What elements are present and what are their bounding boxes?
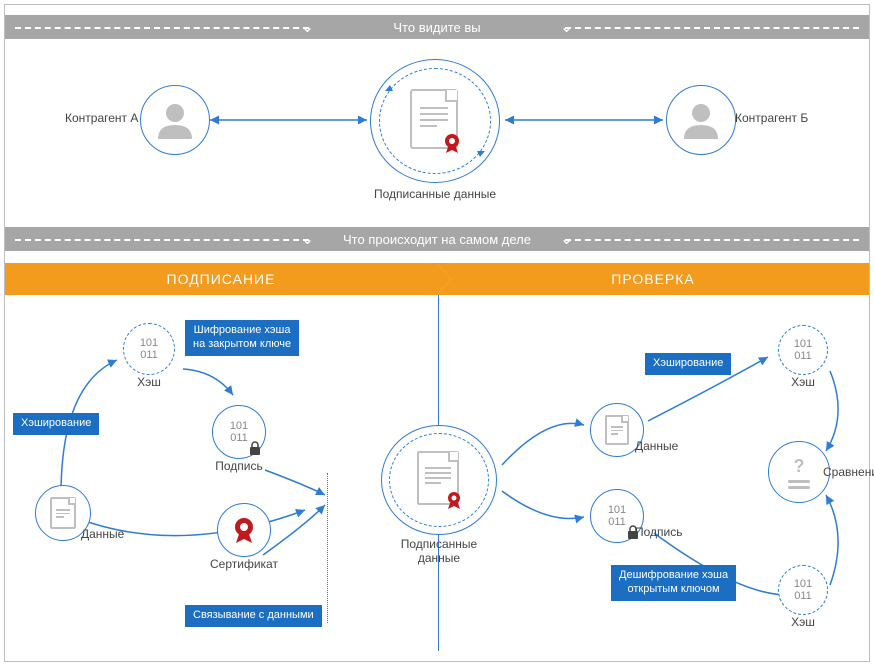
- tag-bind: Связывание с данными: [185, 605, 322, 627]
- bits-icon: 101 011: [778, 325, 828, 375]
- verify-signature: 101 011 Подпись: [585, 489, 649, 543]
- tag-encrypt: Шифрование хэша на закрытом ключе: [185, 320, 299, 356]
- verify-compare-label: Сравнение: [823, 465, 874, 479]
- document-icon: [410, 89, 458, 149]
- signing-data: Данные: [31, 485, 95, 541]
- verify-hash-bot-label: Хэш: [775, 615, 831, 629]
- verify-hash-top: 101 011 Хэш: [775, 325, 831, 389]
- section-header-title: Что происходит на самом деле: [343, 232, 531, 247]
- process-tabs: ПОДПИСАНИЕ ПРОВЕРКА: [5, 263, 869, 295]
- verify-hash-bot: 101 011 Хэш: [775, 565, 831, 629]
- chevron-down-icon: ⌄: [301, 17, 314, 37]
- verify-data: Данные: [585, 403, 649, 457]
- compare-icon: ?: [768, 441, 830, 503]
- bits-icon: 101 011: [123, 323, 175, 375]
- counterparty-a-label: Контрагент А: [65, 111, 138, 125]
- locked-bits-icon: 101 011: [212, 405, 266, 459]
- signing-cert-label: Сертификат: [209, 557, 279, 571]
- tab-signing-label: ПОДПИСАНИЕ: [167, 271, 276, 287]
- tab-verify: ПРОВЕРКА: [437, 263, 869, 295]
- tag-verify-hashing: Хэширование: [645, 353, 731, 375]
- tab-signing: ПОДПИСАНИЕ: [5, 263, 437, 295]
- tag-decrypt: Дешифрование хэша открытым ключом: [611, 565, 736, 601]
- verify-hash-top-label: Хэш: [775, 375, 831, 389]
- verify-signature-label: Подпись: [635, 525, 683, 539]
- signing-cert: Сертификат: [209, 503, 279, 571]
- diagram-frame: ⌄ Что видите вы ⌄ Контрагент А Контраген…: [4, 4, 870, 662]
- chevron-down-icon: ⌄: [301, 229, 314, 249]
- counterparty-b: Контрагент Б: [661, 85, 741, 155]
- verify-compare: ? Сравнение: [763, 441, 835, 503]
- user-icon: [666, 85, 736, 155]
- signing-signature: 101 011 Подпись: [209, 405, 269, 473]
- bits-text: 101 011: [230, 420, 248, 444]
- signing-hash-label: Хэш: [119, 375, 179, 389]
- tab-verify-label: ПРОВЕРКА: [611, 271, 695, 287]
- counterparty-a: Контрагент А: [135, 85, 215, 155]
- counterparty-b-label: Контрагент Б: [735, 111, 808, 125]
- seal-icon: [442, 133, 462, 153]
- lock-icon: [247, 440, 263, 456]
- section-header-bottom: ⌄ Что происходит на самом деле ⌄: [5, 227, 869, 251]
- chevron-down-icon: ⌄: [560, 17, 573, 37]
- seal-icon: [217, 503, 271, 557]
- section-header-title: Что видите вы: [393, 20, 480, 35]
- chevron-down-icon: ⌄: [560, 229, 573, 249]
- bits-text: 101 011: [608, 504, 626, 528]
- signed-data-top: Подписанные данные: [370, 59, 500, 201]
- tag-hashing: Хэширование: [13, 413, 99, 435]
- verify-data-label: Данные: [635, 439, 678, 453]
- bits-icon: 101 011: [778, 565, 828, 615]
- signing-signature-label: Подпись: [209, 459, 269, 473]
- signing-hash: 101 011 Хэш: [119, 323, 179, 389]
- user-icon: [140, 85, 210, 155]
- section-header-top: ⌄ Что видите вы ⌄: [5, 15, 869, 39]
- signing-data-label: Данные: [81, 527, 124, 541]
- signed-data-top-label: Подписанные данные: [370, 187, 500, 201]
